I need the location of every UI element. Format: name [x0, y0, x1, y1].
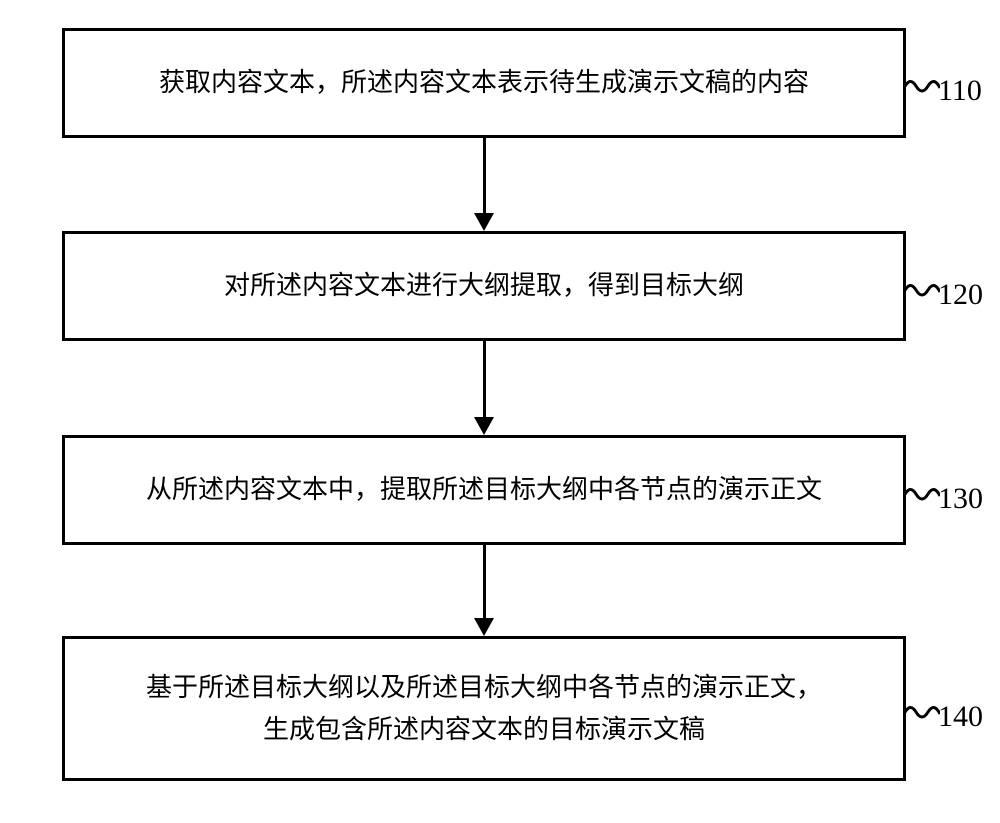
flow-node-text: 基于所述目标大纲以及所述目标大纲中各节点的演示正文， 生成包含所述内容文本的目标…	[146, 667, 822, 750]
flow-node-text: 对所述内容文本进行大纲提取，得到目标大纲	[224, 265, 744, 307]
flow-node-label-n3: 130	[938, 482, 983, 516]
flow-node-n1: 获取内容文本，所述内容文本表示待生成演示文稿的内容	[62, 28, 906, 138]
squiggle-connector	[904, 76, 940, 100]
flow-node-n2: 对所述内容文本进行大纲提取，得到目标大纲	[62, 231, 906, 341]
arrow-shaft	[483, 138, 486, 213]
flow-node-n4: 基于所述目标大纲以及所述目标大纲中各节点的演示正文， 生成包含所述内容文本的目标…	[62, 636, 906, 781]
arrow-shaft	[483, 341, 486, 417]
squiggle-connector	[904, 484, 940, 508]
flow-node-text: 从所述内容文本中，提取所述目标大纲中各节点的演示正文	[146, 469, 822, 511]
flowchart-canvas: 获取内容文本，所述内容文本表示待生成演示文稿的内容 110 对所述内容文本进行大纲提…	[0, 0, 1000, 823]
arrow-shaft	[483, 545, 486, 618]
flow-node-label-n4: 140	[938, 700, 983, 734]
flow-node-label-n1: 110	[938, 74, 982, 108]
arrow-head	[474, 213, 494, 231]
flow-node-n3: 从所述内容文本中，提取所述目标大纲中各节点的演示正文	[62, 435, 906, 545]
flow-node-label-n2: 120	[938, 278, 983, 312]
arrow-head	[474, 417, 494, 435]
flow-node-text: 获取内容文本，所述内容文本表示待生成演示文稿的内容	[159, 62, 809, 104]
squiggle-connector	[904, 280, 940, 304]
squiggle-connector	[904, 702, 940, 726]
arrow-head	[474, 618, 494, 636]
